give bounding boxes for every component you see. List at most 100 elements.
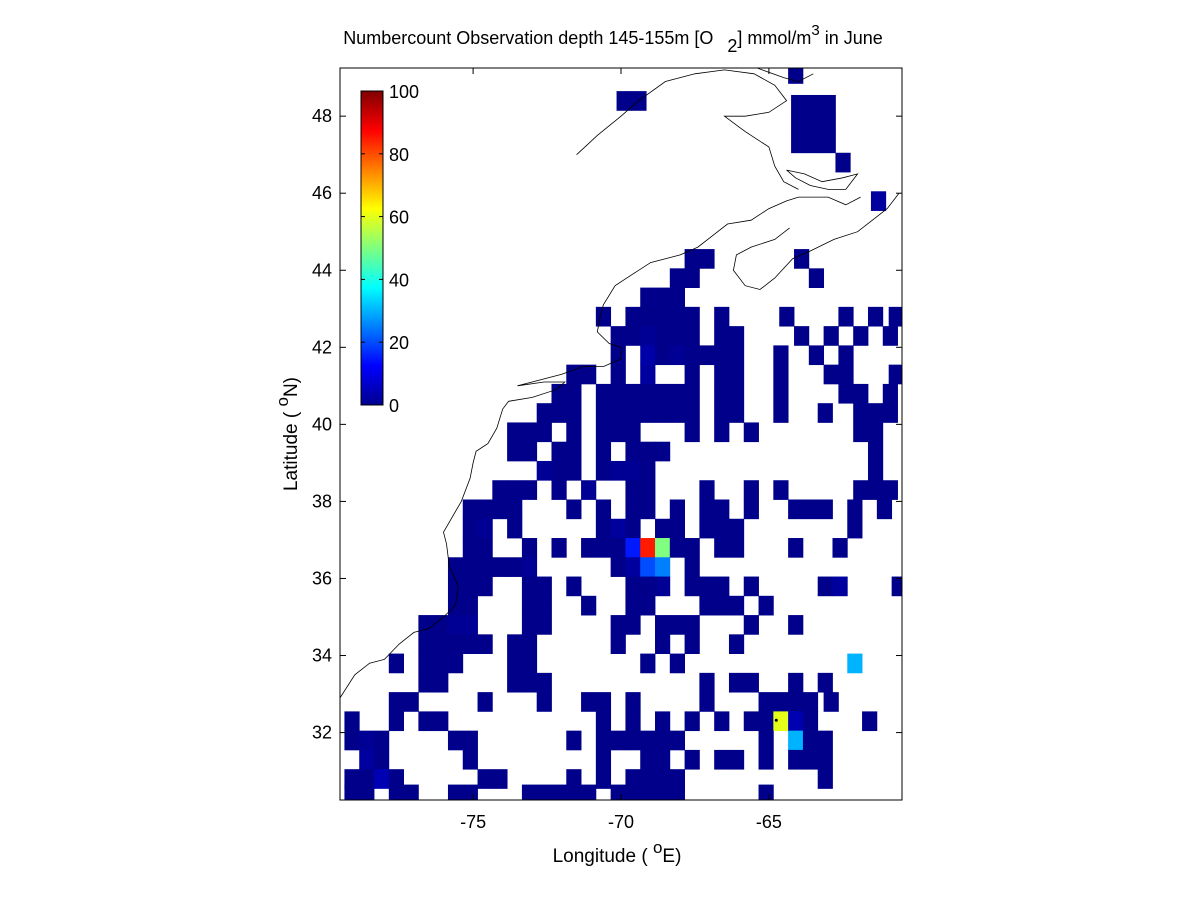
heatmap-cell — [876, 499, 893, 520]
x-axis-label: Longitude ( oE) — [553, 838, 682, 867]
heatmap-cell — [655, 287, 671, 308]
heatmap-cell — [728, 403, 745, 423]
heatmap-cell — [728, 345, 745, 366]
heatmap-cell — [581, 692, 597, 712]
heatmap-cell — [595, 538, 612, 558]
heatmap-cell — [669, 615, 685, 635]
heatmap-cell — [595, 769, 612, 789]
heatmap-cell — [867, 306, 884, 327]
heatmap-cell — [492, 769, 508, 789]
heatmap-cell — [462, 634, 478, 654]
heatmap-cell — [669, 383, 685, 404]
heatmap-cell — [521, 595, 538, 616]
heatmap-cell — [595, 499, 612, 520]
heatmap-cell — [699, 480, 715, 500]
heatmap-cell — [714, 422, 730, 443]
heatmap-cell — [595, 441, 612, 462]
heatmap-cell — [403, 784, 419, 801]
heatmap-cell — [802, 749, 819, 770]
heatmap-cell — [728, 364, 745, 385]
heatmap-cell — [882, 480, 898, 500]
heatmap-cell — [640, 306, 656, 327]
heatmap-cell — [743, 422, 759, 443]
heatmap-cell — [805, 114, 822, 134]
heatmap-cell — [788, 615, 804, 635]
heatmap-cell — [888, 364, 903, 385]
heatmap-cell — [808, 268, 825, 288]
heatmap-cell — [669, 306, 685, 327]
y-axis: 32 34 36 38 40 42 44 46 48 — [312, 106, 902, 743]
heatmap-cell — [507, 441, 523, 462]
y-tick-label: 34 — [312, 646, 332, 666]
heatmap-cell — [714, 711, 730, 732]
heatmap-cell — [817, 576, 833, 597]
coastline — [576, 69, 799, 190]
heatmap-cell — [888, 306, 903, 327]
heatmap-cell — [447, 634, 464, 654]
heatmap-cell — [773, 403, 789, 423]
y-tick-label: 38 — [312, 491, 332, 511]
heatmap-cell — [835, 152, 851, 173]
heatmap-cell — [462, 749, 478, 770]
x-label-pre: Longitude ( — [553, 846, 653, 867]
heatmap-cell — [640, 480, 656, 500]
heatmap-cell — [610, 326, 626, 346]
heatmap-cell — [669, 730, 685, 751]
heatmap-cell — [462, 576, 478, 597]
heatmap-cell — [462, 595, 478, 616]
heatmap-cell — [788, 538, 804, 558]
heatmap-cell — [817, 672, 833, 693]
heatmap-cell — [551, 383, 567, 404]
heatmap-cell — [388, 711, 404, 732]
heatmap-cell — [669, 499, 685, 520]
heatmap-cell — [714, 306, 730, 327]
heatmap-cell — [433, 653, 449, 674]
heatmap-cell — [507, 499, 523, 520]
heatmap-cell — [640, 383, 656, 404]
heatmap-cell — [817, 769, 833, 789]
heatmap-cell — [418, 615, 434, 635]
heatmap-cell — [388, 692, 404, 712]
coastline — [339, 196, 861, 699]
heatmap-cell — [462, 730, 478, 751]
heatmap-cell — [521, 576, 538, 597]
heatmap-cell — [581, 538, 597, 558]
heatmap-cell — [640, 326, 656, 346]
heatmap-cell — [823, 692, 839, 712]
heatmap-cell — [728, 326, 745, 346]
heatmap-cell — [728, 538, 745, 558]
heatmap-cell — [684, 364, 700, 385]
heatmap-cell — [820, 94, 836, 115]
heatmap-cell — [566, 460, 582, 481]
heatmap-cell — [625, 557, 641, 577]
heatmap-cell — [655, 345, 671, 366]
heatmap-cell — [595, 383, 612, 404]
heatmap-cell — [669, 784, 685, 801]
heatmap-cell — [788, 68, 804, 84]
heatmap-cell — [669, 769, 685, 789]
heatmap-cell — [714, 326, 730, 346]
heatmap-cell — [566, 499, 582, 520]
colorbar-tick-label: 60 — [389, 208, 409, 228]
heatmap-cell — [595, 460, 612, 481]
heatmap-cell — [616, 91, 632, 111]
heatmap-cell — [359, 749, 375, 770]
heatmap-cell — [802, 692, 819, 712]
heatmap-cell — [773, 364, 789, 385]
heatmap-cell — [625, 499, 641, 520]
heatmap-cell — [521, 480, 538, 500]
heatmap-cell — [625, 784, 641, 801]
heatmap-cell — [581, 480, 597, 500]
heatmap-cell — [832, 538, 848, 558]
heatmap-cell — [551, 460, 567, 481]
heatmap-cell — [610, 730, 626, 751]
heatmap-cell — [728, 595, 745, 616]
colorbar-tick-label: 40 — [389, 270, 409, 290]
heatmap-cell — [536, 460, 552, 481]
heatmap-cell — [551, 403, 567, 423]
heatmap-cell — [714, 364, 730, 385]
heatmap-cell — [521, 441, 538, 462]
heatmap-cell — [418, 653, 434, 674]
heatmap-cell — [779, 306, 795, 327]
